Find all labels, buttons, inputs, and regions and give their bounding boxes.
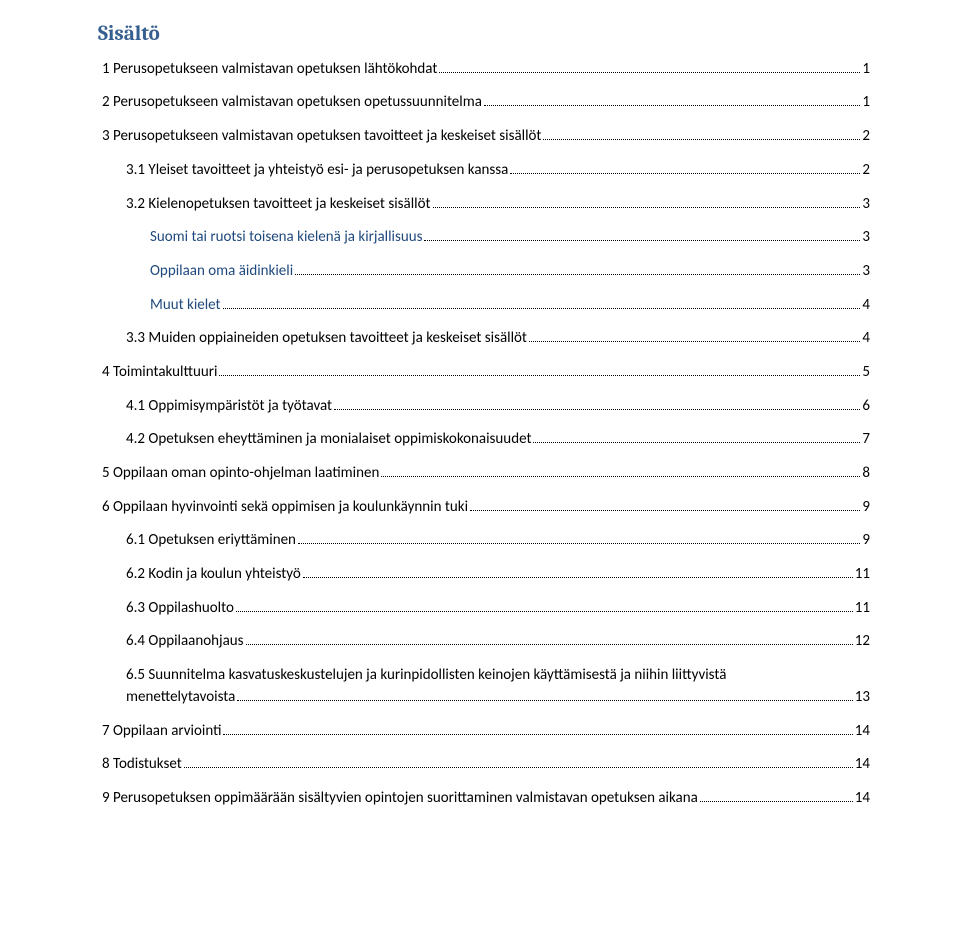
toc-entry-text: 5 Oppilaan oman opinto-ohjelman laatimin…: [102, 465, 379, 483]
toc-leader-dots: [303, 577, 853, 578]
toc-leader-dots: [484, 105, 861, 106]
toc-leader-dots: [223, 308, 861, 309]
toc-entry[interactable]: 6 Oppilaan hyvinvointi sekä oppimisen ja…: [102, 499, 870, 517]
toc-leader-dots: [236, 611, 853, 612]
toc-entry-text: 3 Perusopetukseen valmistavan opetuksen …: [102, 128, 541, 146]
toc-leader-dots: [237, 700, 852, 701]
toc-leader-dots: [439, 72, 860, 73]
toc-entry[interactable]: 8 Todistukset 14: [102, 756, 870, 774]
toc-entry[interactable]: 6.3 Oppilashuolto 11: [126, 600, 870, 618]
toc-leader-dots: [510, 173, 860, 174]
document-page: Sisältö 1 Perusopetukseen valmistavan op…: [0, 0, 960, 941]
toc-entry[interactable]: 6.2 Kodin ja koulun yhteistyö 11: [126, 566, 870, 584]
toc-entry[interactable]: 4.2 Opetuksen eheyttäminen ja monialaise…: [126, 431, 870, 449]
toc-entry-text: 3.1 Yleiset tavoitteet ja yhteistyö esi-…: [126, 162, 508, 180]
toc-entry[interactable]: Suomi tai ruotsi toisena kielenä ja kirj…: [150, 229, 870, 247]
toc-entry-page: 4: [862, 330, 870, 348]
toc-entry[interactable]: 1 Perusopetukseen valmistavan opetuksen …: [102, 61, 870, 79]
toc-entry-text: 6 Oppilaan hyvinvointi sekä oppimisen ja…: [102, 499, 468, 517]
toc-entry-page: 8: [862, 465, 870, 483]
toc-entry-text: 6.5 Suunnitelma kasvatuskeskustelujen ja…: [126, 666, 726, 684]
toc-entry-text: 7 Oppilaan arviointi: [102, 723, 221, 741]
toc-leader-dots: [543, 139, 860, 140]
toc-entry[interactable]: 7 Oppilaan arviointi 14: [102, 723, 870, 741]
toc-entry[interactable]: 3.1 Yleiset tavoitteet ja yhteistyö esi-…: [126, 162, 870, 180]
toc-entry-page: 9: [862, 499, 870, 517]
toc-entry-page: 14: [855, 723, 870, 741]
toc-leader-dots: [219, 375, 860, 376]
toc-leader-dots: [529, 341, 860, 342]
toc-leader-dots: [424, 240, 860, 241]
toc-entry-page: 1: [862, 94, 870, 112]
toc-entry-page: 14: [855, 756, 870, 774]
toc-entry-page: 1: [862, 61, 870, 79]
toc-entry-page: 2: [862, 128, 870, 146]
toc-entry[interactable]: 6.1 Opetuksen eriyttäminen 9: [126, 532, 870, 550]
toc-entry-text: Suomi tai ruotsi toisena kielenä ja kirj…: [150, 229, 422, 247]
toc-leader-dots: [223, 734, 852, 735]
toc-entry-page: 4: [862, 297, 870, 315]
toc-entry-page: 3: [862, 229, 870, 247]
toc-entry-text: 3.2 Kielenopetuksen tavoitteet ja keskei…: [126, 196, 431, 214]
toc-leader-dots: [295, 274, 860, 275]
toc-entry-text: 4 Toimintakulttuuri: [102, 364, 217, 382]
toc-entry[interactable]: 5 Oppilaan oman opinto-ohjelman laatimin…: [102, 465, 870, 483]
toc-entry[interactable]: 3.2 Kielenopetuksen tavoitteet ja keskei…: [126, 196, 870, 214]
toc-entry-page: 13: [855, 689, 870, 707]
toc-entry-page: 2: [862, 162, 870, 180]
toc-entry-page: 11: [855, 566, 870, 584]
toc-leader-dots: [470, 510, 860, 511]
toc-entry-text: Oppilaan oma äidinkieli: [150, 263, 293, 281]
toc-entry-text: 6.1 Opetuksen eriyttäminen: [126, 532, 296, 550]
toc-entry-page: 9: [862, 532, 870, 550]
toc-entry[interactable]: 9 Perusopetuksen oppimäärään sisältyvien…: [102, 790, 870, 808]
toc-entry-text: 9 Perusopetuksen oppimäärään sisältyvien…: [102, 790, 698, 808]
toc-leader-dots: [334, 409, 860, 410]
toc-entry-page: 5: [862, 364, 870, 382]
toc-title: Sisältö: [98, 22, 870, 47]
toc-entry[interactable]: 4 Toimintakulttuuri 5: [102, 364, 870, 382]
toc-entry-text: 6.3 Oppilashuolto: [126, 600, 234, 618]
toc-entry-text: Muut kielet: [150, 297, 221, 315]
toc-entry[interactable]: Oppilaan oma äidinkieli 3: [150, 263, 870, 281]
toc-entry[interactable]: 2 Perusopetukseen valmistavan opetuksen …: [102, 94, 870, 112]
toc-entry-page: 14: [855, 790, 870, 808]
toc-entry-page: 7: [862, 431, 870, 449]
toc-entry-page: 12: [855, 633, 870, 651]
toc-entry[interactable]: 6.4 Oppilaanohjaus 12: [126, 633, 870, 651]
toc-entry-text: 8 Todistukset: [102, 756, 182, 774]
toc-entry-text: menettelytavoista: [126, 689, 235, 707]
toc-leader-dots: [381, 476, 860, 477]
toc-entry[interactable]: Muut kielet 4: [150, 297, 870, 315]
toc-entry-text: 6.2 Kodin ja koulun yhteistyö: [126, 566, 301, 584]
toc-entry-page: 3: [862, 196, 870, 214]
toc-entry-page: 6: [862, 398, 870, 416]
toc-leader-dots: [700, 801, 853, 802]
toc-entry-text: 3.3 Muiden oppiaineiden opetuksen tavoit…: [126, 330, 527, 348]
toc-leader-dots: [298, 543, 860, 544]
toc-entry-page: 3: [862, 263, 870, 281]
toc-entry-page: 11: [855, 600, 870, 618]
toc-leader-dots: [246, 644, 853, 645]
toc-entry-text: 4.1 Oppimisympäristöt ja työtavat: [126, 398, 332, 416]
toc-entry-text: 6.4 Oppilaanohjaus: [126, 633, 244, 651]
toc-leader-dots: [533, 442, 860, 443]
toc-entry[interactable]: 3 Perusopetukseen valmistavan opetuksen …: [102, 128, 870, 146]
toc-entry-continuation[interactable]: menettelytavoista 13: [126, 689, 870, 707]
toc-entry-text: 1 Perusopetukseen valmistavan opetuksen …: [102, 61, 437, 79]
toc-entry[interactable]: 4.1 Oppimisympäristöt ja työtavat 6: [126, 398, 870, 416]
toc-entry-text: 4.2 Opetuksen eheyttäminen ja monialaise…: [126, 431, 531, 449]
toc-entry[interactable]: 6.5 Suunnitelma kasvatuskeskustelujen ja…: [126, 667, 870, 685]
toc-entry[interactable]: 3.3 Muiden oppiaineiden opetuksen tavoit…: [126, 330, 870, 348]
toc-leader-dots: [433, 207, 861, 208]
toc-entry-text: 2 Perusopetukseen valmistavan opetuksen …: [102, 94, 482, 112]
toc-leader-dots: [184, 767, 853, 768]
